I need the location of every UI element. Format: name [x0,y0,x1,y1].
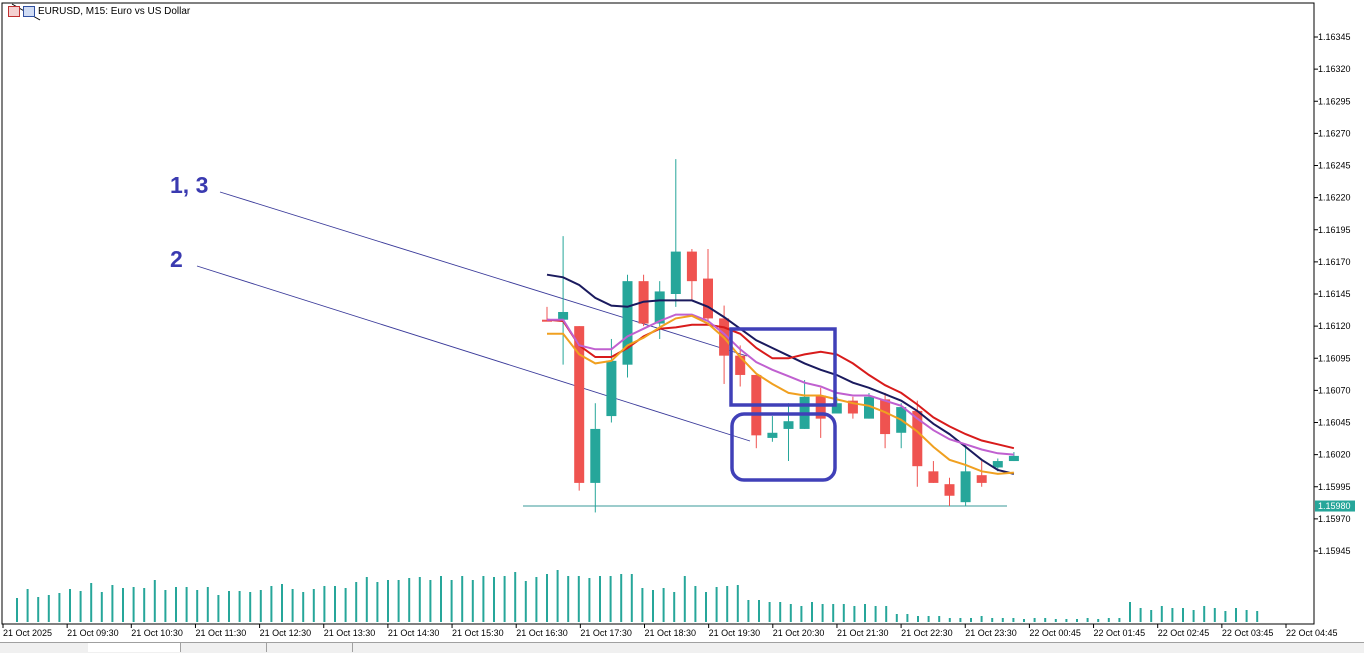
trend-line-2 [196,265,751,442]
time-tick-label: 22 Oct 00:45 [1029,628,1081,638]
candle-body [864,396,874,419]
time-tick-label: 21 Oct 09:30 [67,628,119,638]
chart-tab[interactable] [0,643,89,652]
candle-body [606,360,617,417]
time-tick-label: 21 Oct 22:30 [901,628,953,638]
time-tick-label: 22 Oct 04:45 [1286,628,1338,638]
annotation-label: 1, 3 [170,172,209,198]
candle-body [960,471,971,503]
plot-border [1,2,1315,625]
time-tick-label: 22 Oct 02:45 [1158,628,1210,638]
moving-average-line [547,313,1014,456]
chart-tab[interactable] [180,643,267,652]
time-tick-label: 21 Oct 11:30 [195,628,246,638]
symbol-icon [23,6,35,17]
candle-body [976,475,987,483]
moving-average-line [546,318,1015,450]
time-tick-label: 21 Oct 18:30 [645,628,697,638]
candle-body [992,461,1003,468]
highlight-box [730,412,837,482]
candle-body [767,432,778,438]
chart-title: EURUSD, M15: Euro vs US Dollar [8,6,190,17]
candle-body [880,399,891,435]
time-tick-label: 22 Oct 01:45 [1094,628,1146,638]
chart-tab-bar [0,642,1364,653]
price-tick-label: 1.16245 [1318,161,1351,171]
moving-average-line [547,314,1014,475]
time-tick-label: 21 Oct 12:30 [260,628,312,638]
candle-body [831,403,842,414]
candle-body [783,421,794,429]
price-tick-label: 1.15995 [1318,482,1351,492]
annotation-label: 2 [170,246,183,272]
candle-body [703,278,713,319]
price-tick-label: 1.16345 [1318,32,1351,42]
candle-body [815,395,826,419]
current-price-label: 1.15980 [1318,501,1351,511]
price-tick-label: 1.15945 [1318,546,1351,556]
price-tick-label: 1.16270 [1318,128,1351,138]
candle-body [686,251,697,282]
candle-body [574,326,585,483]
price-tick-label: 1.16045 [1318,418,1351,428]
candle-body [622,281,633,365]
time-tick-label: 21 Oct 14:30 [388,628,440,638]
moving-average-line [546,273,1015,475]
candle-body [558,311,569,320]
time-tick-label: 22 Oct 03:45 [1222,628,1274,638]
price-tick-label: 1.16145 [1318,289,1351,299]
price-tick-label: 1.16170 [1318,257,1351,267]
candle-body [590,428,601,483]
candle-body [928,471,939,483]
chart-tab[interactable] [88,643,181,652]
candle-body [1008,455,1019,462]
time-tick-label: 21 Oct 19:30 [709,628,761,638]
current-price-badge [1315,500,1355,512]
candle-body [944,484,955,496]
candle-body [912,410,923,467]
candle-body [654,291,665,324]
price-tick-label: 1.16320 [1318,64,1351,74]
chart-tab[interactable] [266,643,353,652]
time-tick-label: 21 Oct 2025 [3,628,52,638]
time-tick-label: 21 Oct 21:30 [837,628,889,638]
price-tick-label: 1.16020 [1318,450,1351,460]
time-tick-label: 21 Oct 17:30 [580,628,632,638]
trend-line-1-3 [219,191,748,357]
price-tick-label: 1.16195 [1318,225,1351,235]
candle-body [847,400,858,414]
candle-body [670,251,681,294]
time-tick-label: 21 Oct 23:30 [965,628,1017,638]
chart-window-icon [8,6,20,17]
price-tick-label: 1.15970 [1318,514,1351,524]
price-tick-label: 1.16095 [1318,353,1351,363]
time-tick-label: 21 Oct 20:30 [773,628,825,638]
price-tick-label: 1.16220 [1318,193,1351,203]
time-tick-label: 21 Oct 13:30 [324,628,376,638]
chart-title-text: EURUSD, M15: Euro vs US Dollar [38,6,191,17]
highlight-box [729,327,837,407]
time-tick-label: 21 Oct 16:30 [516,628,568,638]
candle-body [735,355,746,375]
time-tick-label: 21 Oct 10:30 [131,628,183,638]
price-tick-label: 1.16070 [1318,385,1351,395]
price-tick-label: 1.16295 [1318,96,1351,106]
price-tick-label: 1.16120 [1318,321,1351,331]
time-tick-label: 21 Oct 15:30 [452,628,504,638]
